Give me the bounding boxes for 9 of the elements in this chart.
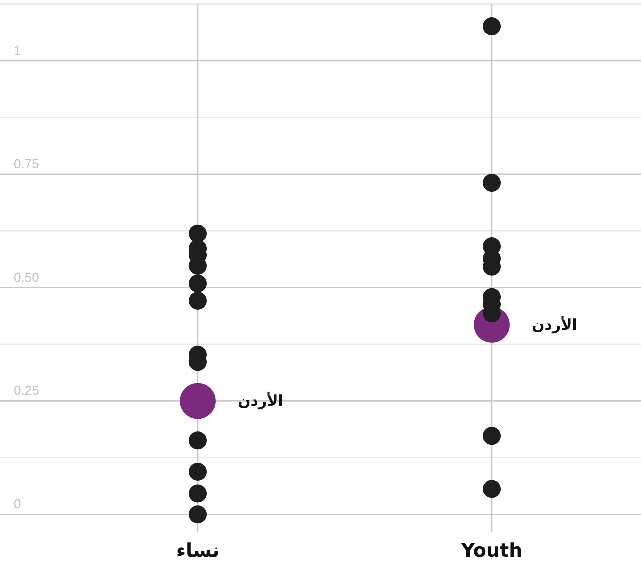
annotation: الأردن [532,314,578,334]
x-tick-label: Youth [460,540,523,562]
y-tick-label: 0.75 [14,156,40,172]
y-tick-label: 0.25 [14,383,40,398]
x-tick-label: نساء [176,540,220,562]
y-tick-label: 1 [14,43,22,58]
y-tick-label: 0 [14,496,22,512]
annotation: الأردن [238,391,284,410]
y-tick-label: 0.50 [14,270,40,285]
